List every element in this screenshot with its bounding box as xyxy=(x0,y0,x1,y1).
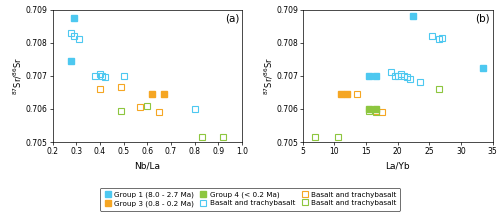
Text: (b): (b) xyxy=(476,14,490,24)
Y-axis label: $^{87}$Sr/$^{86}$Sr: $^{87}$Sr/$^{86}$Sr xyxy=(12,57,24,95)
X-axis label: Nb/La: Nb/La xyxy=(134,162,160,170)
X-axis label: La/Yb: La/Yb xyxy=(386,162,410,170)
Y-axis label: $^{87}$Sr/$^{86}$Sr: $^{87}$Sr/$^{86}$Sr xyxy=(262,57,274,95)
Legend: Group 1 (8.0 - 2.7 Ma), Group 3 (0.8 - 0.2 Ma), Group 4 (< 0.2 Ma), Basalt and t: Group 1 (8.0 - 2.7 Ma), Group 3 (0.8 - 0… xyxy=(100,188,400,211)
Text: (a): (a) xyxy=(225,14,240,24)
